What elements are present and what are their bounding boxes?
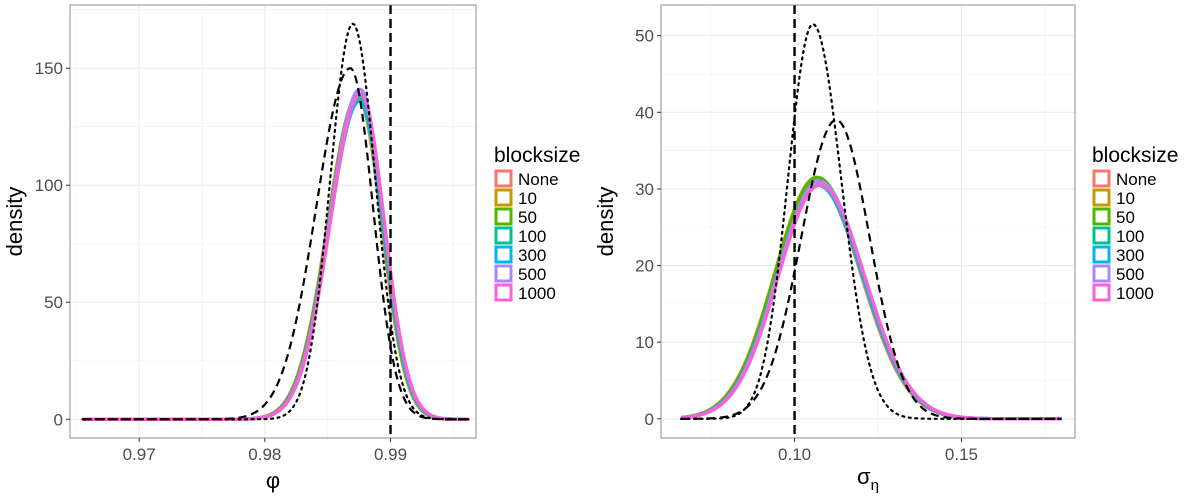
legend-label-300: 300 [518, 246, 546, 265]
dashed-reference-density-curve [82, 67, 469, 421]
sigma-x-axis-subscript: η [871, 477, 879, 494]
y-tick-label: 30 [635, 180, 654, 199]
legend-key-none [494, 169, 513, 188]
legend-label-10: 10 [1116, 189, 1135, 208]
legend-label-50: 50 [1116, 208, 1135, 227]
legend-key-1000 [1092, 283, 1111, 302]
legend-label-1000: 1000 [518, 284, 556, 303]
phi-legend-title: blocksize [494, 144, 580, 167]
legend-key-10 [494, 188, 513, 207]
phi-panel-border [69, 4, 477, 439]
legend-key-none [1092, 169, 1111, 188]
y-tick-label: 40 [635, 103, 654, 122]
phi-y-axis-title: density [2, 187, 27, 257]
phi-gridlines [70, 5, 476, 438]
legend-label-300: 300 [1116, 246, 1144, 265]
legend-key-50 [1092, 207, 1111, 226]
sigma-panel-border [660, 4, 1076, 439]
sigma-x-axis: 0.10 0.15 [778, 438, 978, 464]
legend-label-500: 500 [518, 265, 546, 284]
legend-label-100: 100 [1116, 227, 1144, 246]
y-tick-label: 10 [635, 333, 654, 352]
phi-y-axis: 0 50 100 150 [35, 59, 70, 429]
y-tick-label: 150 [35, 59, 63, 78]
y-tick-label: 20 [635, 257, 654, 276]
sigma-reference-curves [679, 22, 1063, 420]
y-tick-label: 0 [645, 410, 654, 429]
density-curve-blocksize-1000 [680, 183, 1062, 421]
density-curve-blocksize-100 [82, 94, 469, 421]
density-curve-blocksize-1000 [82, 92, 469, 421]
x-tick-label: 0.15 [945, 445, 978, 464]
dotted-reference-density-curve [679, 22, 1063, 420]
dotted-reference-density-curve [81, 22, 470, 421]
phi-x-axis: 0.97 0.98 0.99 [123, 438, 407, 464]
phi-x-axis-title: φ [266, 468, 280, 493]
legend-key-300 [494, 245, 513, 264]
sigma-y-axis: 0 10 20 30 40 50 [635, 27, 661, 429]
legend-label-1000: 1000 [1116, 284, 1154, 303]
density-curve-blocksize-none [82, 94, 469, 421]
legend-label-500: 500 [1116, 265, 1144, 284]
legend-key-500 [494, 264, 513, 283]
phi-blocksize-curves [82, 87, 469, 421]
sigma-x-axis-title: ση [857, 464, 879, 494]
density-curve-blocksize-300 [82, 99, 469, 421]
legend-label-50: 50 [518, 208, 537, 227]
density-curve-blocksize-500 [82, 87, 469, 421]
phi-reference-curves [81, 22, 470, 421]
legend-label-10: 10 [518, 189, 537, 208]
x-tick-label: 0.99 [374, 445, 407, 464]
legend-key-100 [494, 226, 513, 245]
y-tick-label: 0 [54, 410, 63, 429]
legend-label-100: 100 [518, 227, 546, 246]
x-tick-label: 0.98 [248, 445, 281, 464]
sigma-gridlines [661, 5, 1075, 438]
sigma-density-panel: 0 10 20 30 40 50 0.10 0.15 ση density [593, 4, 1076, 494]
dashed-reference-density-curve [681, 118, 1062, 420]
legend-key-500 [1092, 264, 1111, 283]
x-tick-label: 0.10 [778, 445, 811, 464]
legend-key-50 [494, 207, 513, 226]
legend-label-none: None [1116, 170, 1157, 189]
y-tick-label: 100 [35, 176, 63, 195]
sigma-legend-title: blocksize [1092, 144, 1178, 167]
y-tick-label: 50 [44, 293, 63, 312]
legend-key-300 [1092, 245, 1111, 264]
density-curve-blocksize-10 [82, 97, 469, 421]
y-tick-label: 50 [635, 27, 654, 46]
sigma-y-axis-title: density [593, 187, 618, 257]
legend-key-1000 [494, 283, 513, 302]
legend-label-none: None [518, 170, 559, 189]
density-curve-blocksize-50 [82, 92, 469, 421]
legend-key-10 [1092, 188, 1111, 207]
sigma-blocksize-curves [680, 175, 1062, 421]
phi-density-panel: 0 50 100 150 0.97 0.98 0.99 φ density [2, 4, 477, 493]
x-tick-label: 0.97 [123, 445, 156, 464]
sigma-x-axis-symbol: σ [857, 464, 871, 489]
legend-key-100 [1092, 226, 1111, 245]
